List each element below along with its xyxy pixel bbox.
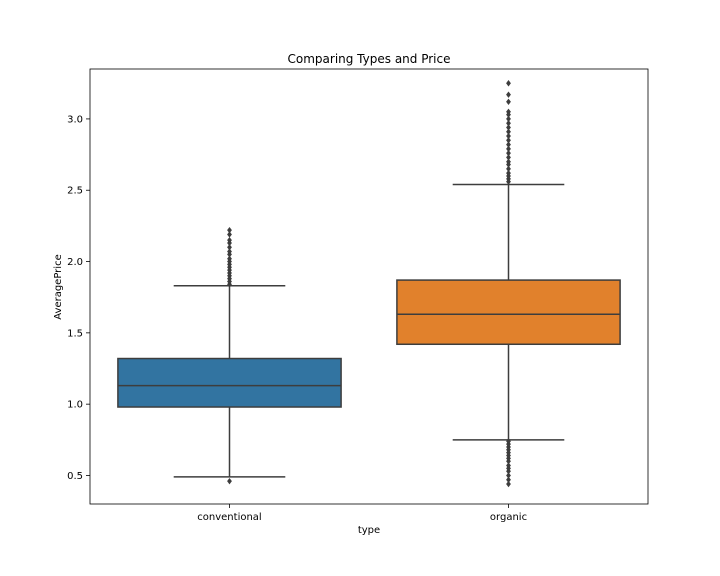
outlier-point xyxy=(506,476,511,483)
x-axis: conventional organic xyxy=(197,504,527,523)
outlier-point xyxy=(227,231,232,238)
outlier-point xyxy=(506,91,511,98)
outlier-point xyxy=(506,115,511,123)
outlier-point xyxy=(506,98,511,106)
outlier-point xyxy=(506,132,511,140)
chart-title: Comparing Types and Price xyxy=(288,52,451,66)
outlier-point xyxy=(227,236,232,244)
y-axis: 0.5 1.0 1.5 2.0 2.5 3.0 xyxy=(67,114,90,482)
outlier-point xyxy=(506,438,511,445)
outlier-point xyxy=(227,255,232,262)
outlier-point xyxy=(227,477,232,485)
outlier-point xyxy=(227,226,232,234)
outlier-point xyxy=(227,248,232,255)
y-tick-label: 0.5 xyxy=(67,471,83,482)
y-axis-label: AveragePrice xyxy=(53,254,64,319)
box-organic xyxy=(396,80,621,488)
outlier-point xyxy=(506,141,511,148)
outlier-point xyxy=(506,158,511,165)
outlier-point xyxy=(506,119,511,127)
outlier-point xyxy=(506,169,511,177)
outlier-point xyxy=(506,462,511,469)
outlier-point xyxy=(506,128,511,135)
outlier-point xyxy=(506,145,511,153)
outlier-point xyxy=(227,244,232,251)
outlier-point xyxy=(506,124,511,131)
box-body xyxy=(396,279,621,346)
outlier-point xyxy=(506,165,511,173)
outlier-point xyxy=(506,480,511,488)
y-tick-label: 1.0 xyxy=(67,400,83,411)
y-tick-label: 2.0 xyxy=(67,257,83,268)
outlier-point xyxy=(506,472,511,479)
x-tick-label: conventional xyxy=(197,512,261,523)
box-body xyxy=(117,357,342,408)
outlier-point xyxy=(506,149,511,157)
outlier-point xyxy=(506,137,511,144)
x-axis-label: type xyxy=(358,525,380,536)
y-tick-label: 3.0 xyxy=(67,114,83,125)
outlier-point xyxy=(506,108,511,115)
y-tick-label: 1.5 xyxy=(67,328,83,339)
outlier-point xyxy=(506,154,511,161)
box-series xyxy=(117,80,621,488)
y-tick-label: 2.5 xyxy=(67,186,83,197)
x-tick-label: organic xyxy=(490,512,527,523)
outlier-point xyxy=(506,80,511,87)
box-conventional xyxy=(117,226,342,485)
